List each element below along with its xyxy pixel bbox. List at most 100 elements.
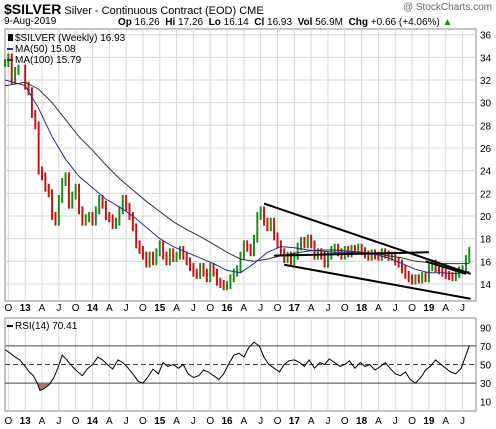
open-value: 16.26 [134, 17, 160, 28]
rsi-y-tick-label: 70 [480, 342, 492, 353]
price-y-tick-label: 18 [480, 235, 492, 246]
legend-label-price: $SILVER (Weekly) 16.93 [15, 33, 126, 44]
rsi-x-tick-label: J [393, 416, 398, 427]
trendline [263, 202, 471, 275]
price-x-tick-label: 13 [20, 303, 32, 314]
price-y-tick-label: 20 [480, 212, 492, 223]
legend-label-rsi: RSI(14) 70.41 [15, 321, 78, 332]
price-x-tick-label: 14 [87, 303, 99, 314]
price-y-tick-label: 34 [480, 53, 492, 64]
legend-label-ma100: MA(100) 15.79 [15, 55, 82, 66]
low-label: Lo [208, 17, 221, 28]
rsi-x-tick-label: 18 [356, 416, 368, 427]
close-value: 16.93 [267, 17, 293, 28]
price-x-tick-label: J [393, 303, 398, 314]
rsi-x-tick-label: O [4, 416, 12, 427]
price-x-tick-label: J [460, 303, 465, 314]
price-x-tick-label: O [72, 303, 80, 314]
price-x-tick-label: J [258, 303, 263, 314]
rsi-x-tick-label: O [408, 416, 416, 427]
price-x-tick-label: A [39, 303, 46, 314]
price-x-tick-label: A [442, 303, 449, 314]
ma50-line [4, 79, 470, 275]
ma100-line [4, 81, 470, 265]
change-label: Chg [348, 17, 369, 28]
rsi-x-tick-label: A [173, 416, 180, 427]
trendline [284, 263, 471, 300]
rsi-x-tick-label: A [375, 416, 382, 427]
price-x-tick-label: 16 [221, 303, 233, 314]
price-y-tick-label: 26 [480, 144, 492, 155]
price-y-tick-label: 14 [480, 280, 492, 291]
rsi-x-tick-label: J [56, 416, 61, 427]
rsi-x-tick-label: J [258, 416, 263, 427]
price-x-tick-label: O [4, 303, 12, 314]
exchange-label: CME [239, 5, 264, 17]
price-x-tick-label: 15 [154, 303, 166, 314]
price-x-tick-label: 17 [289, 303, 301, 314]
rsi-x-tick-label: A [106, 416, 113, 427]
change-value: +0.66 (+4.06%) [370, 17, 440, 28]
price-x-tick-label: A [375, 303, 382, 314]
price-x-tick-label: O [139, 303, 147, 314]
legend-swatch-price [8, 34, 13, 41]
rsi-x-tick-label: 17 [289, 416, 301, 427]
ohlc-stats: Op 16.26 Hi 17.26 Lo 16.14 Cl 16.93 Vol … [118, 17, 452, 28]
price-y-tick-label: 30 [480, 99, 492, 110]
volume-label: Vol [297, 17, 313, 28]
price-y-tick-label: 16 [480, 257, 492, 268]
price-x-tick-label: A [173, 303, 180, 314]
rsi-y-tick-label: 10 [480, 398, 492, 409]
price-x-tick-label: J [56, 303, 61, 314]
price-y-tick-label: 36 [480, 31, 492, 42]
legend-label-ma50: MA(50) 15.08 [15, 44, 76, 55]
change-up-arrow: ▲ [442, 17, 453, 28]
rsi-x-tick-label: A [442, 416, 449, 427]
price-x-tick-label: A [308, 303, 315, 314]
volume-value: 56.9M [315, 17, 344, 28]
rsi-x-tick-label: 19 [423, 416, 435, 427]
price-x-tick-label: J [191, 303, 196, 314]
high-label: Hi [165, 17, 176, 28]
rsi-x-tick-label: O [274, 416, 282, 427]
rsi-x-tick-label: J [325, 416, 330, 427]
price-x-tick-label: A [241, 303, 248, 314]
brand-watermark: @ StockCharts.com [402, 2, 492, 13]
rsi-x-tick-label: J [124, 416, 129, 427]
rsi-x-tick-label: 15 [154, 416, 166, 427]
ticker-symbol: $SILVER [4, 1, 62, 17]
rsi-x-tick-label: A [241, 416, 248, 427]
instrument-name: Silver - Continuous Contract (EOD) [64, 5, 237, 17]
rsi-y-tick-label: 30 [480, 379, 492, 390]
price-x-tick-label: 18 [356, 303, 368, 314]
price-y-tick-label: 24 [480, 167, 492, 178]
rsi-x-tick-label: 16 [221, 416, 233, 427]
price-y-tick-label: 22 [480, 189, 492, 200]
rsi-y-tick-label: 50 [480, 361, 492, 372]
rsi-x-tick-label: J [191, 416, 196, 427]
price-x-tick-label: A [106, 303, 113, 314]
rsi-x-tick-label: 13 [20, 416, 32, 427]
price-x-tick-label: J [124, 303, 129, 314]
rsi-x-tick-label: A [39, 416, 46, 427]
rsi-x-tick-label: 14 [87, 416, 99, 427]
price-x-tick-label: O [408, 303, 416, 314]
rsi-x-tick-label: O [72, 416, 80, 427]
price-x-tick-label: O [206, 303, 214, 314]
low-value: 16.14 [223, 17, 249, 28]
rsi-x-tick-label: A [308, 416, 315, 427]
close-label: Cl [254, 17, 265, 28]
rsi-x-tick-label: J [460, 416, 465, 427]
chart-title: $SILVER Silver - Continuous Contract (EO… [4, 1, 264, 17]
rsi-x-tick-label: O [341, 416, 349, 427]
trendline [274, 251, 429, 257]
trendline [425, 260, 467, 275]
chart-date: 9-Aug-2019 [4, 16, 57, 27]
price-x-tick-label: J [325, 303, 330, 314]
price-x-tick-label: O [341, 303, 349, 314]
open-label: Op [118, 17, 132, 28]
rsi-x-tick-label: O [206, 416, 214, 427]
high-value: 17.26 [178, 17, 204, 28]
price-y-tick-label: 28 [480, 121, 492, 132]
